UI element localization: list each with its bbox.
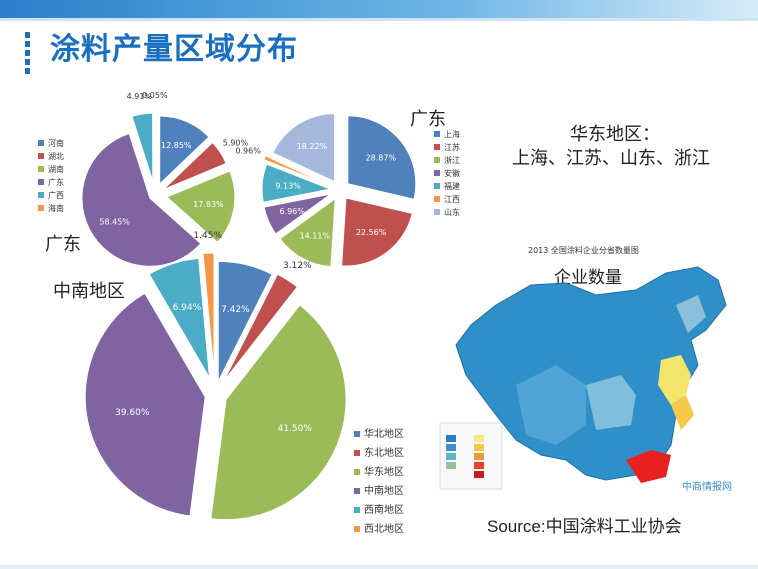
huadong-provinces-slice-5 [263,155,328,185]
label-guangdong-left: 广东 [45,234,81,255]
footer-bar [0,565,758,569]
china-map-shape [439,266,727,490]
regions-slice-4 [148,257,211,379]
zhongnan-provinces-legend-swatch-3 [38,179,44,185]
huadong-provinces-slice-3 [263,193,332,235]
regions-label-0: 7.42% [221,305,250,315]
regions-legend-label-5: 西北地区 [364,522,404,535]
label-huadong-title: 华东地区： [570,124,660,145]
zhongnan-provinces-label-3: 58.45% [99,217,130,226]
huadong-provinces-legend-swatch-2 [434,157,440,163]
huadong-provinces-label-6: 18.22% [297,142,328,151]
huadong-provinces-label-4: 9.13% [275,181,301,190]
zhongnan-provinces-slice-2 [165,170,236,243]
huadong-provinces-legend-label-2: 浙江 [444,155,460,165]
regions-slice-1 [223,273,299,382]
watermark: 中商情报网 [682,482,732,493]
zhongnan-provinces-slice-0 [159,115,210,186]
regions-label-5: 1.45% [193,231,222,241]
label-guangdong-top: 广东 [410,109,446,130]
huadong-provinces-legend-label-6: 山东 [444,207,460,217]
regions-slice-3 [84,292,206,517]
regions-slice-2 [210,304,347,521]
zhongnan-provinces-legend-label-2: 湖南 [48,164,64,174]
huadong-provinces-legend-swatch-4 [434,183,440,189]
regions-legend-label-0: 华北地区 [364,427,404,440]
zhongnan-provinces-label-1: 5.90% [223,139,249,148]
regions-legend-label-2: 华东地区 [364,465,404,478]
zhongnan-provinces-label-4: 4.91% [127,92,153,101]
regions-legend-swatch-2 [354,469,360,475]
zhongnan-provinces-label-0: 12.85% [161,141,192,150]
huadong-provinces-label-0: 28.87% [366,154,397,163]
huadong-provinces-legend-label-0: 上海 [444,129,460,139]
map-title: 2013 全国涂料企业分省数量图 [528,246,639,255]
huadong-provinces-label-3: 6.96% [279,207,305,216]
huadong-provinces-legend-swatch-6 [434,209,440,215]
label-huadong-list: 上海、江苏、山东、浙江 [512,148,710,169]
huadong-provinces-slice-1 [341,197,413,267]
zhongnan-provinces-legend-label-3: 广东 [48,177,64,187]
regions-legend-swatch-4 [354,507,360,513]
huadong-provinces-slice-2 [279,197,336,268]
huadong-provinces-label-2: 14.11% [300,232,331,241]
zhongnan-provinces-label-2: 17.83% [193,200,224,209]
regions-slice-5 [202,252,215,374]
header-bar [0,0,758,18]
zhongnan-provinces-legend-swatch-4 [38,192,44,198]
regions-label-3: 39.60% [115,408,150,418]
regions-legend-label-4: 西南地区 [364,503,404,516]
map-caption: 企业数量 [554,268,622,288]
zhongnan-provinces-slice-4 [131,112,154,182]
page-title: 涂料产量区域分布 [50,32,298,67]
regions-label-4: 6.94% [173,303,202,313]
regions-legend-label-3: 中南地区 [364,484,404,497]
title-bullets [25,32,35,77]
source-label: Source:中国涂料工业协会 [487,517,682,536]
regions-legend-swatch-0 [354,431,360,437]
zhongnan-provinces-legend-label-1: 湖北 [48,152,64,161]
zhongnan-provinces-legend-swatch-0 [38,140,44,146]
zhongnan-provinces-legend-swatch-1 [38,153,44,159]
regions-legend-swatch-5 [354,526,360,532]
zhongnan-provinces-legend-swatch-2 [38,166,44,172]
zhongnan-provinces-slice-1 [163,141,227,190]
huadong-provinces-label-5: 0.96% [235,147,261,156]
regions-slice-0 [217,260,273,382]
zhongnan-provinces-legend-swatch-5 [38,205,44,211]
huadong-provinces-legend-swatch-1 [434,144,440,150]
huadong-provinces-legend-swatch-0 [434,131,440,137]
huadong-provinces-slice-6 [272,113,336,183]
zhongnan-provinces-label-5: 0.05% [142,91,168,100]
regions-legend-swatch-3 [354,488,360,494]
regions-legend-swatch-1 [354,450,360,456]
huadong-provinces-legend-label-3: 安徽 [444,168,460,178]
huadong-provinces-legend-label-4: 福建 [444,181,460,191]
regions-label-1: 3.12% [283,261,312,271]
label-zhongnan: 中南地区 [53,281,125,302]
china-map: 2013 全国涂料企业分省数量图 企业数量 中商情报网 [436,245,736,505]
huadong-provinces-label-1: 22.56% [356,228,387,237]
zhongnan-provinces-slice-3 [81,132,202,267]
regions-legend-label-1: 东北地区 [364,446,404,459]
huadong-provinces-legend-swatch-5 [434,196,440,202]
zhongnan-provinces-legend-label-4: 广西 [48,190,64,200]
header-underline [0,18,758,21]
zhongnan-provinces-legend-label-5: 海南 [48,203,64,213]
regions-label-2: 41.50% [278,424,313,434]
huadong-provinces-slice-0 [347,115,417,200]
huadong-provinces-legend-label-1: 江苏 [444,142,460,152]
zhongnan-provinces-legend-label-0: 河南 [48,138,64,148]
huadong-provinces-legend-swatch-3 [434,170,440,176]
huadong-provinces-slice-4 [261,163,332,203]
huadong-provinces-legend-label-5: 江西 [444,195,460,204]
